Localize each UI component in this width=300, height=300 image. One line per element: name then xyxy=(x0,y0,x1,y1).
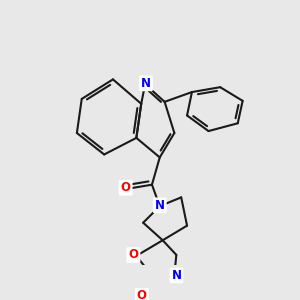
Text: N: N xyxy=(171,269,182,282)
Text: N: N xyxy=(155,199,165,212)
Text: O: O xyxy=(121,181,130,194)
Text: O: O xyxy=(128,248,138,262)
Text: N: N xyxy=(171,269,182,282)
Text: O: O xyxy=(137,290,147,300)
Text: O: O xyxy=(136,290,147,300)
Text: N: N xyxy=(141,77,151,90)
Text: N: N xyxy=(154,199,165,212)
Text: O: O xyxy=(128,248,139,262)
Text: O: O xyxy=(120,181,131,194)
Text: N: N xyxy=(140,77,152,90)
